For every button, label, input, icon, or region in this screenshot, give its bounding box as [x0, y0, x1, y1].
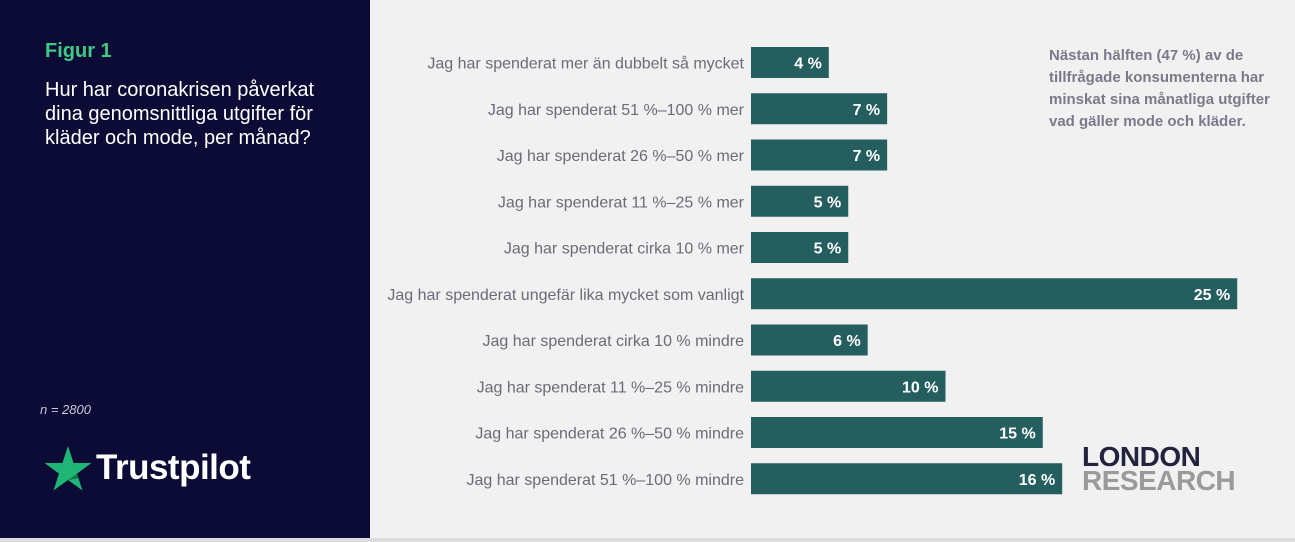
sample-size: n = 2800	[40, 402, 91, 417]
category-label: Jag har spenderat 11 %–25 % mer	[498, 194, 745, 211]
bar	[751, 324, 868, 356]
bar	[751, 370, 946, 402]
category-label: Jag har spenderat mer än dubbelt så myck…	[427, 55, 744, 73]
category-label: Jag har spenderat 26 %–50 % mer	[497, 148, 745, 165]
value-label: 4 %	[794, 56, 822, 73]
bar	[751, 278, 1238, 310]
category-label: Jag har spenderat 26 %–50 % mindre	[475, 426, 744, 443]
category-label: Jag har spenderat cirka 10 % mindre	[483, 333, 745, 350]
value-label: 5 %	[814, 194, 842, 211]
value-label: 6 %	[833, 333, 861, 350]
trustpilot-wordmark: Trustpilot	[96, 448, 251, 487]
bar	[751, 139, 888, 171]
bar	[751, 463, 1063, 495]
bar	[751, 185, 849, 217]
bar	[751, 232, 849, 263]
trustpilot-logo: Trustpilot	[44, 445, 251, 491]
value-label: 10 %	[902, 379, 938, 396]
value-label: 5 %	[814, 241, 842, 258]
bottom-strip	[0, 538, 1295, 542]
category-label: Jag har spenderat ungefär lika mycket so…	[387, 287, 744, 304]
category-label: Jag har spenderat 51 %–100 % mindre	[466, 472, 744, 489]
value-label: 15 %	[999, 426, 1035, 443]
london-research-line1: LONDON	[1082, 441, 1201, 472]
figure-question: Hur har coronakrisen påverkat dina genom…	[45, 79, 315, 149]
figure-label: Figur 1	[45, 40, 112, 62]
callout-text: Nästan hälften (47 %) av de tillfrågade …	[1049, 47, 1270, 130]
bar	[751, 417, 1043, 448]
value-label: 7 %	[853, 102, 881, 119]
london-research-logo: LONDON RESEARCH	[1082, 441, 1236, 496]
star-icon	[44, 446, 92, 491]
value-label: 25 %	[1194, 287, 1230, 304]
london-research-line2: RESEARCH	[1082, 465, 1236, 496]
category-label: Jag har spenderat cirka 10 % mer	[504, 241, 745, 258]
category-label: Jag har spenderat 11 %–25 % mindre	[477, 379, 745, 396]
value-label: 16 %	[1019, 472, 1055, 489]
category-label: Jag har spenderat 51 %–100 % mer	[488, 102, 745, 119]
bar	[751, 93, 888, 125]
value-label: 7 %	[853, 148, 881, 165]
bar	[751, 47, 829, 78]
figure-panel: Figur 1 Hur har coronakrisen påverkat di…	[0, 0, 370, 538]
